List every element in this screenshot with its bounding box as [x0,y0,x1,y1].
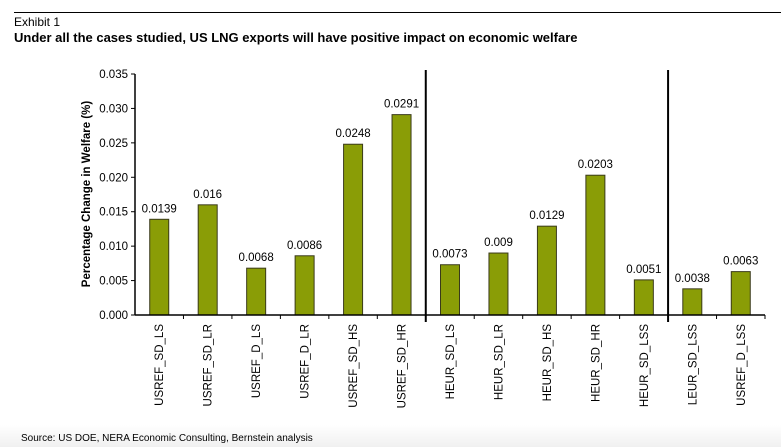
x-tick-label: USREF_SD_HR [397,324,409,408]
x-tick-label: USREF_SD_LS [154,324,166,406]
y-tick-label: 0.020 [99,172,128,184]
bar [391,114,412,316]
y-tick-label: 0.030 [99,103,128,115]
source-note: Source: US DOE, NERA Economic Consulting… [21,433,313,444]
bar [294,255,315,316]
x-tick-label: LEUR_SD_LSS [687,324,699,406]
x-tick-label: USREF_D_LR [300,324,312,399]
bar [488,252,509,316]
data-label: 0.0139 [142,203,177,215]
bar [536,225,557,316]
data-label: 0.0063 [723,256,758,268]
data-label: 0.0086 [287,240,322,252]
bar [149,218,170,316]
bar [682,288,703,316]
bar [246,267,267,316]
footer-shade [0,425,781,447]
bar [633,279,654,316]
bar [440,264,460,316]
x-tick-label: USREF_SD_HS [348,324,360,408]
data-label: 0.009 [484,237,513,249]
x-tick-label: HEUR_SD_LSS [639,324,651,407]
chart-title: Under all the cases studied, US LNG expo… [14,30,578,45]
header-rule [14,12,781,13]
y-tick-label: 0.005 [99,276,128,288]
data-label: 0.0291 [384,99,419,111]
y-tick-label: 0.025 [99,138,128,150]
data-label: 0.0068 [239,252,274,264]
y-axis: 0.000 0.005 0.010 0.015 0.020 0.025 0.030 0.035 [99,69,136,322]
data-label: 0.0051 [626,264,661,276]
bars: 0.0139 0.016 0.0068 0.0086 0.0248 0.0291 0.007… [142,99,758,316]
data-label: 0.0248 [335,128,370,140]
bar [585,174,606,316]
exhibit-label: Exhibit 1 [14,15,61,29]
bar [730,271,751,316]
x-tick-label: USREF_D_LS [251,324,263,398]
x-tick-label: HEUR_SD_LS [445,324,457,400]
bar [197,204,218,316]
y-tick-label: 0.015 [99,207,128,219]
x-tick-label: USREF_SD_LR [203,324,215,406]
data-label: 0.0073 [432,249,467,261]
y-tick-label: 0.000 [99,310,128,322]
x-tick-label: USREF_D_LSS [736,324,748,406]
y-tick-label: 0.010 [99,241,128,253]
bar [343,143,364,316]
data-label: 0.0203 [578,159,613,171]
y-axis-label: Percentage Change in Welfare (%) [81,101,93,288]
x-tick-label: HEUR_SD_LR [493,324,505,400]
data-label: 0.0129 [529,210,564,222]
data-label: 0.0038 [675,273,710,285]
x-tick-label: HEUR_SD_HS [542,324,554,402]
y-tick-label: 0.035 [99,69,128,81]
x-tick-label: HEUR_SD_HR [590,324,602,402]
x-axis: USREF_SD_LS USREF_SD_LR USREF_D_LS USREF_D_… [135,70,766,408]
data-label: 0.016 [193,189,222,201]
